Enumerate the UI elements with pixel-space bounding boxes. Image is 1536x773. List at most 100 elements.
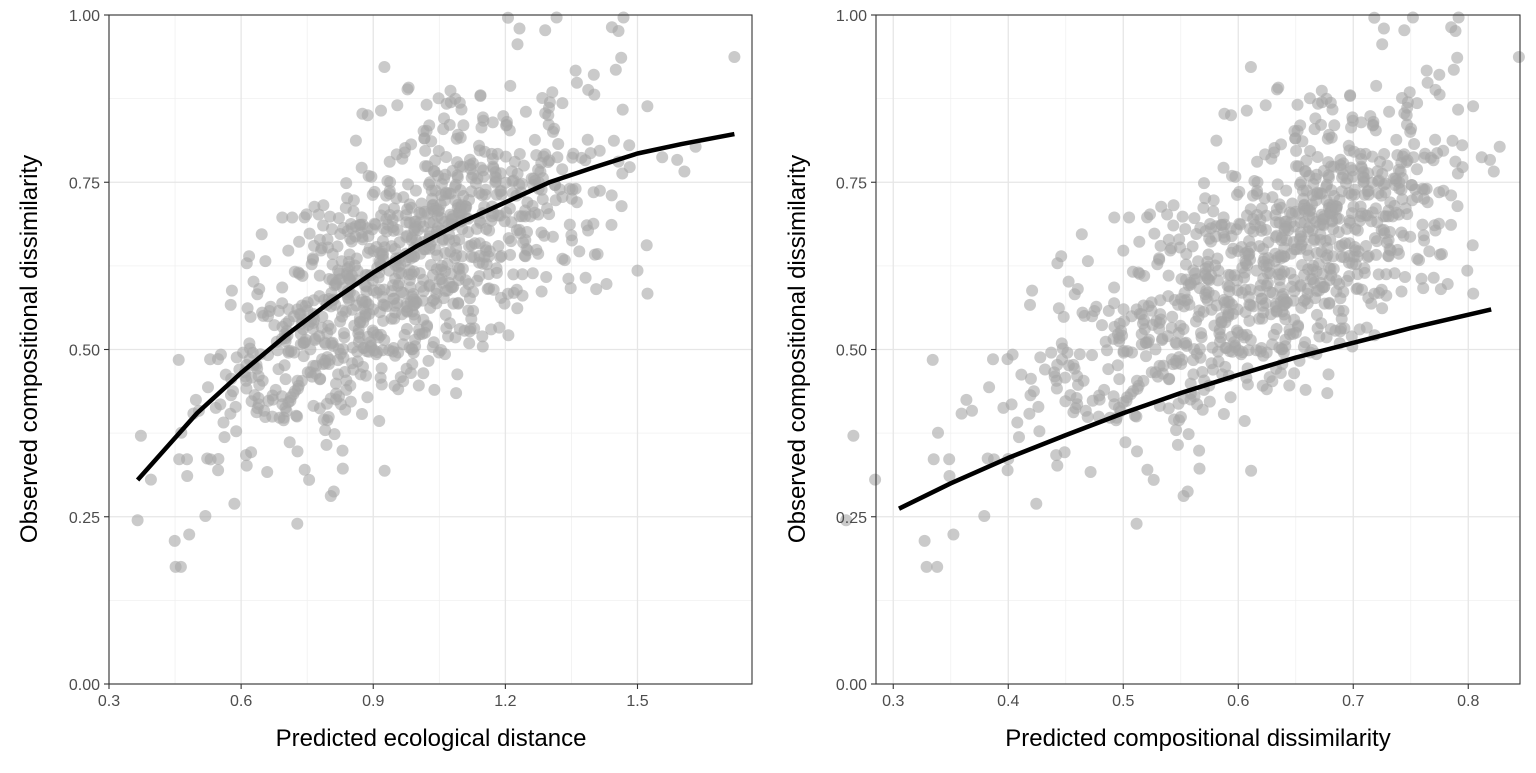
left-data-point	[566, 151, 579, 164]
left-data-point	[453, 323, 466, 335]
right-data-point	[1399, 271, 1411, 283]
left-data-point	[400, 209, 412, 222]
left-data-point	[417, 367, 430, 380]
right-data-point	[1260, 279, 1273, 292]
left-data-point	[569, 64, 582, 77]
left-data-point	[168, 534, 181, 547]
right-data-point	[1311, 308, 1323, 321]
right-data-point	[1212, 264, 1225, 277]
left-data-point	[513, 148, 526, 160]
left-data-point	[224, 298, 237, 311]
right-data-point	[1416, 218, 1429, 231]
left-data-point	[202, 381, 214, 394]
right-data-point	[1274, 281, 1287, 294]
right-data-point	[1210, 134, 1223, 147]
right-data-point	[1291, 124, 1304, 137]
left-data-point	[502, 329, 515, 342]
left-data-point	[493, 321, 506, 334]
right-data-point	[1141, 211, 1154, 224]
right-data-point	[1123, 211, 1136, 224]
right-data-point	[1190, 315, 1202, 328]
right-data-point	[1274, 249, 1287, 262]
left-data-point	[347, 205, 360, 218]
right-data-point	[1244, 253, 1256, 266]
right-panel: Predicted compositional dissimilarity Ob…	[784, 8, 1525, 752]
right-x-tick-label: 0.5	[1112, 693, 1134, 710]
right-data-point	[1179, 223, 1192, 236]
right-data-point	[1256, 312, 1269, 325]
left-data-point	[217, 416, 230, 429]
left-data-point	[564, 282, 577, 295]
left-data-point	[131, 514, 144, 527]
right-data-point	[1199, 225, 1212, 238]
right-data-point	[1265, 152, 1278, 165]
right-data-point	[1243, 298, 1256, 311]
left-data-point	[391, 99, 404, 112]
left-data-point	[563, 218, 576, 231]
right-data-point	[1384, 244, 1397, 257]
right-data-point	[1434, 283, 1447, 296]
left-data-point	[240, 459, 253, 472]
left-data-point	[615, 51, 628, 64]
right-data-point	[1238, 415, 1251, 427]
right-data-point	[1233, 185, 1246, 198]
left-data-point	[565, 192, 578, 205]
left-data-point	[457, 190, 470, 202]
right-data-point	[1141, 463, 1154, 476]
left-data-point	[409, 184, 422, 197]
left-data-point	[326, 336, 339, 349]
right-data-point	[1148, 227, 1161, 240]
right-data-point	[1241, 209, 1253, 222]
left-data-point	[539, 24, 552, 37]
right-data-point	[1406, 11, 1419, 24]
left-data-point	[541, 202, 554, 215]
left-data-point	[228, 497, 241, 510]
right-data-point	[1190, 228, 1203, 240]
left-data-point	[375, 209, 388, 222]
right-data-point	[1411, 97, 1424, 110]
left-data-point	[476, 340, 489, 353]
right-data-point	[1413, 254, 1425, 267]
left-data-point	[395, 267, 408, 280]
left-data-point	[360, 345, 373, 358]
right-data-point	[1387, 172, 1400, 185]
right-data-point	[1197, 201, 1210, 214]
left-data-point	[671, 153, 684, 166]
left-data-point	[252, 398, 265, 411]
right-data-point	[1369, 232, 1381, 245]
right-data-point	[1254, 221, 1267, 233]
right-data-point	[1171, 438, 1184, 451]
left-x-tick-label: 0.9	[362, 693, 384, 710]
left-data-point	[384, 176, 397, 189]
left-data-point	[631, 264, 644, 277]
right-data-point	[1362, 184, 1375, 197]
left-data-point	[612, 25, 625, 37]
right-data-point	[1451, 200, 1464, 213]
left-data-point	[546, 86, 559, 99]
right-data-point	[1084, 466, 1097, 478]
left-data-point	[473, 144, 486, 157]
right-data-point	[1034, 351, 1047, 364]
left-data-point	[607, 134, 620, 147]
right-data-point	[1108, 281, 1121, 294]
left-data-point	[378, 334, 391, 346]
left-data-point	[332, 212, 345, 225]
left-data-point	[420, 124, 433, 137]
right-data-point	[1188, 212, 1201, 225]
left-data-point	[309, 367, 322, 380]
left-data-point	[181, 470, 194, 482]
left-data-point	[588, 88, 601, 101]
right-data-point	[1193, 343, 1206, 355]
left-data-point	[521, 244, 534, 257]
right-data-point	[1111, 359, 1124, 372]
left-data-point	[326, 223, 338, 236]
left-data-point	[331, 240, 344, 253]
right-data-point	[997, 401, 1010, 414]
right-y-axis-title: Observed compositional dissimilarity	[784, 155, 811, 543]
right-data-point	[1373, 286, 1386, 299]
left-data-point	[404, 281, 417, 294]
left-data-point	[330, 278, 343, 291]
right-data-point	[960, 393, 973, 406]
right-data-point	[1093, 389, 1106, 402]
left-data-point	[296, 299, 308, 312]
